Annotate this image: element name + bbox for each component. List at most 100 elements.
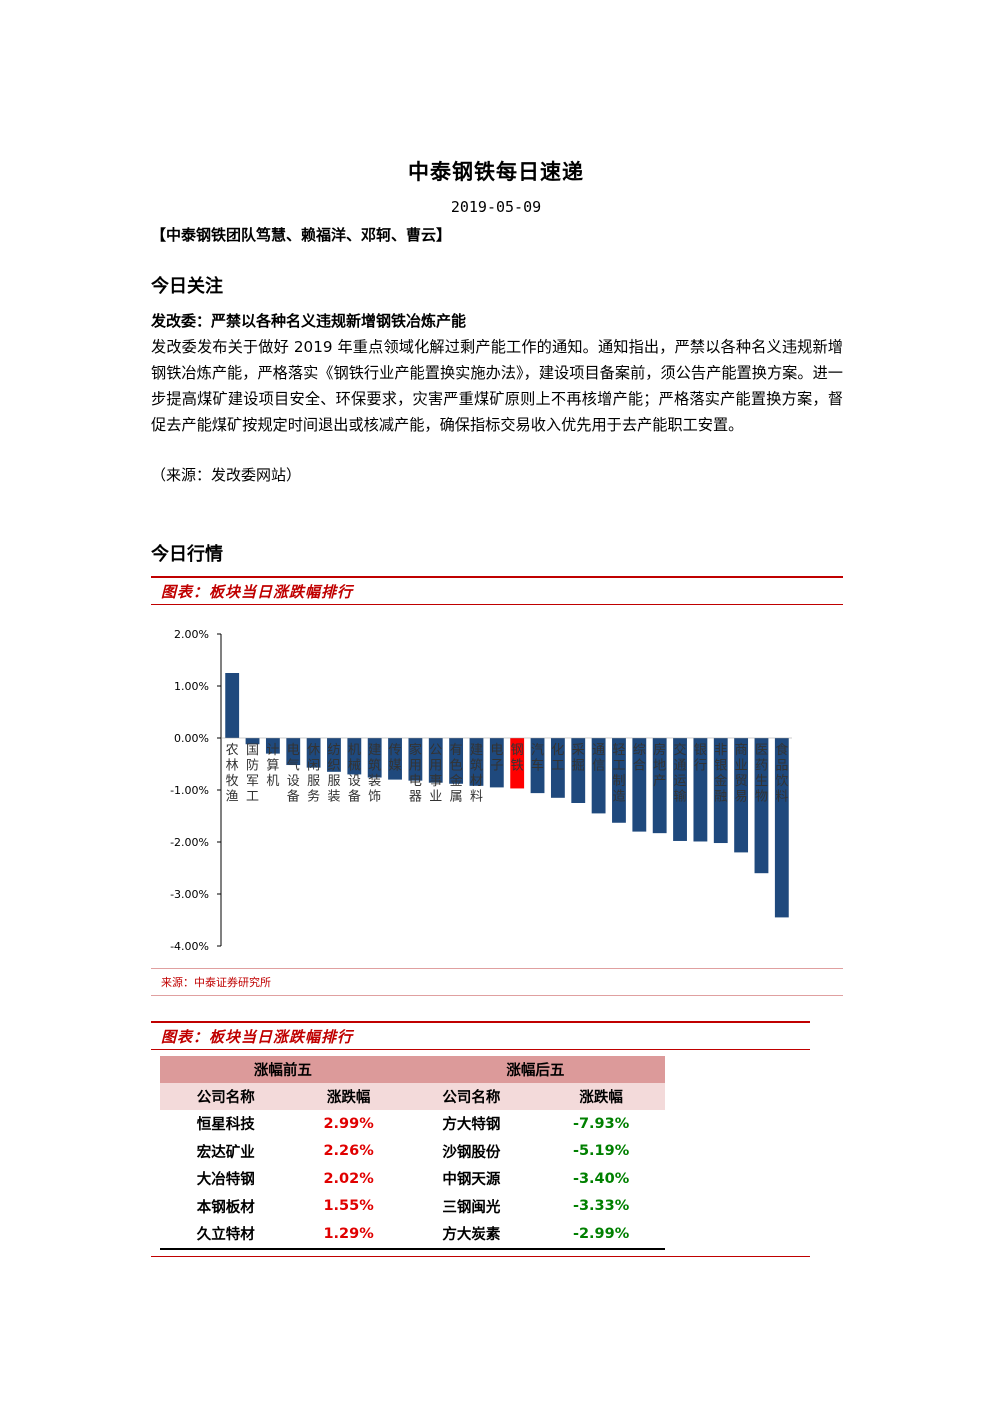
category-label: 材 <box>470 774 483 789</box>
top-change: 2.99% <box>323 1115 374 1132</box>
top-five-header: 涨幅前五 <box>160 1056 406 1083</box>
category-label: 房 <box>653 742 666 758</box>
category-label: 交 <box>674 742 687 758</box>
top-change: 2.02% <box>323 1170 374 1187</box>
figure2-bottom-rule <box>151 1256 810 1257</box>
category-label: 化 <box>551 743 564 758</box>
category-label: 地 <box>653 759 666 774</box>
category-label: 备 <box>287 789 300 805</box>
bar-交通运输 <box>673 738 687 841</box>
category-label: 子 <box>490 759 503 774</box>
category-label: 工 <box>612 759 625 774</box>
bar-化工 <box>550 738 565 798</box>
bar-钢铁 <box>510 738 525 789</box>
category-label: 务 <box>307 789 320 805</box>
y-tick-label: -3.00% <box>170 888 209 901</box>
table-row: 宏达矿业 2.26% 沙钢股份 -5.19% <box>160 1138 665 1166</box>
bottom-change: -7.93% <box>572 1115 630 1132</box>
category-label: 商 <box>735 743 748 758</box>
bar-纺织服装 <box>327 738 341 772</box>
bar-计算机 <box>265 738 280 754</box>
bar-非银金融 <box>713 738 728 844</box>
category-label: 药 <box>755 759 768 774</box>
category-label: 行 <box>694 759 707 774</box>
category-label: 通 <box>674 759 687 774</box>
category-label: 电 <box>490 743 503 758</box>
category-label: 装 <box>327 790 340 805</box>
bottom-change: -3.40% <box>572 1170 630 1187</box>
category-label: 建 <box>470 743 483 758</box>
category-label: 媒 <box>389 759 402 774</box>
category-label: 综 <box>633 743 646 758</box>
category-label: 有 <box>450 743 463 758</box>
category-label: 合 <box>633 759 646 774</box>
bar-采掘 <box>571 738 586 803</box>
bar-电气设备 <box>286 738 301 766</box>
news-source: （来源：发改委网站） <box>151 466 302 484</box>
category-label: 运 <box>674 774 687 789</box>
market-heading: 今日行情 <box>151 544 223 565</box>
bar-轻工制造 <box>612 738 626 823</box>
category-label: 装 <box>368 774 381 789</box>
bar-通信 <box>591 738 606 814</box>
category-label: 产 <box>653 774 666 789</box>
bar-国防军工 <box>245 738 260 745</box>
category-label: 贸 <box>735 774 748 789</box>
figure1-source: 来源：中泰证券研究所 <box>151 968 843 996</box>
category-label: 非 <box>714 743 727 758</box>
category-label: 织 <box>327 759 340 774</box>
category-label: 铁 <box>511 759 524 774</box>
category-label: 业 <box>429 790 442 805</box>
category-label: 物 <box>755 790 768 805</box>
bar-综合 <box>632 738 647 832</box>
bar-医药生物 <box>754 738 769 874</box>
bottom-company: 沙钢股份 <box>442 1144 501 1161</box>
category-label: 牧 <box>226 774 239 789</box>
category-label: 防 <box>246 758 259 774</box>
bottom-company: 中钢天源 <box>442 1172 501 1189</box>
bar-食品饮料 <box>774 738 789 918</box>
figure2-header: 图表：板块当日涨跌幅排行 <box>151 1021 810 1050</box>
bottom-five-header: 涨幅后五 <box>405 1056 665 1083</box>
category-label: 业 <box>735 759 748 774</box>
category-label: 电 <box>287 743 300 758</box>
category-label: 料 <box>470 790 483 805</box>
news-title: 发改委：严禁以各种名义违规新增钢铁冶炼产能 <box>151 312 467 330</box>
report-date: 2019-05-09 <box>450 198 542 216</box>
y-tick-label: -2.00% <box>170 836 209 849</box>
category-label: 设 <box>348 774 361 789</box>
team-line: 【中泰钢铁团队笃慧、赖福洋、邓轲、曹云】 <box>151 226 452 244</box>
category-label: 易 <box>735 790 748 805</box>
category-label: 金 <box>450 773 463 789</box>
bar-有色金属 <box>449 738 464 784</box>
category-label: 事 <box>429 774 442 789</box>
category-label: 造 <box>612 790 625 805</box>
category-label: 食 <box>775 742 788 758</box>
bar-房地产 <box>652 738 667 834</box>
sector-bar-chart: 2.00% 1.00% 0.00% -1.00% -2.00% -3.00% -4.00% 农… <box>170 628 792 953</box>
y-tick-label: -4.00% <box>170 940 209 953</box>
category-label: 银 <box>714 759 727 774</box>
category-label: 融 <box>714 790 727 805</box>
bar-传媒 <box>388 738 402 780</box>
figure2-caption: 图表：板块当日涨跌幅排行 <box>161 1028 354 1046</box>
category-label: 用 <box>429 759 442 774</box>
category-label: 军 <box>246 774 259 789</box>
bar-休闲服务 <box>306 738 321 768</box>
category-label: 休 <box>307 743 320 758</box>
category-label: 公 <box>429 743 442 758</box>
category-label: 设 <box>287 774 300 789</box>
figure1-header: 图表：板块当日涨跌幅排行 <box>151 576 843 605</box>
category-label: 闲 <box>307 759 320 774</box>
category-label: 电 <box>409 774 422 789</box>
category-label: 农 <box>226 743 239 758</box>
category-label: 工 <box>246 790 259 805</box>
category-label: 用 <box>409 759 422 774</box>
bar-建筑材料 <box>469 738 484 786</box>
bottom-company: 三钢闽光 <box>442 1199 501 1216</box>
category-label: 料 <box>775 790 788 805</box>
category-label: 筑 <box>368 758 381 774</box>
category-label: 算 <box>266 759 279 774</box>
category-label: 制 <box>612 774 625 789</box>
bottom-change: -5.19% <box>572 1143 630 1160</box>
